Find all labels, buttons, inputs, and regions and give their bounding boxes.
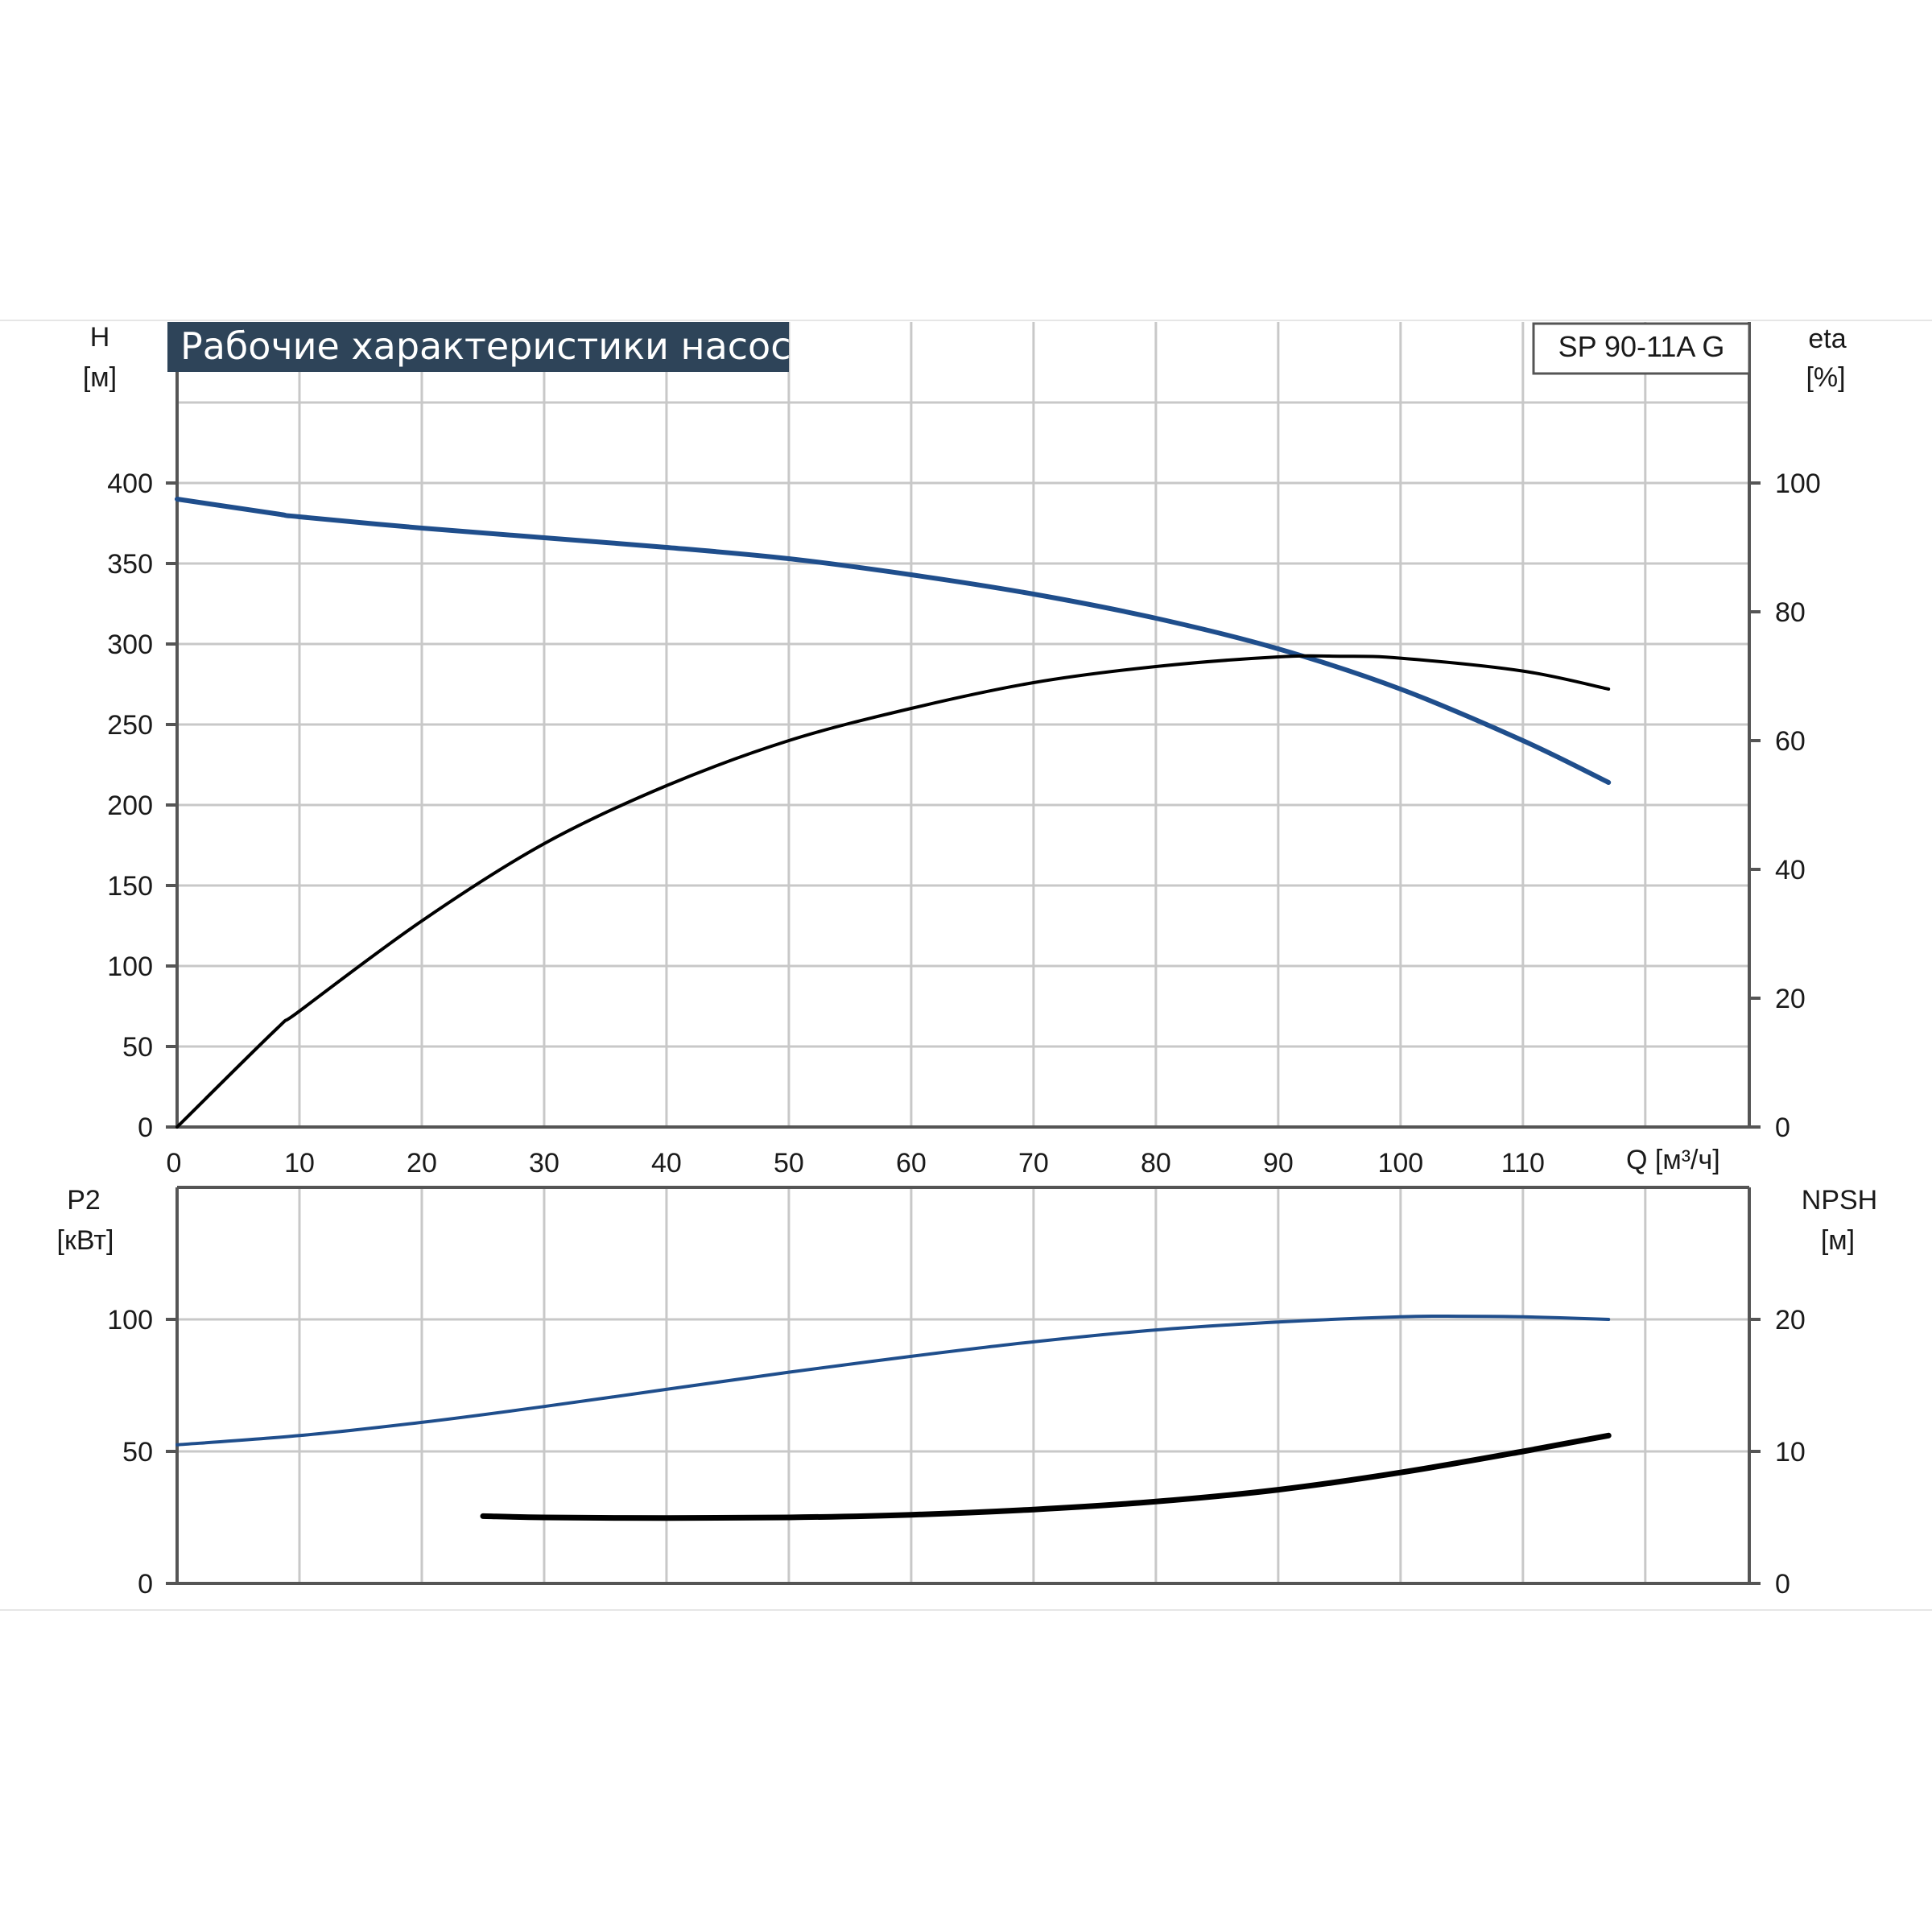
x-tick-label: 70 [1018, 1148, 1049, 1179]
x-tick-label: 90 [1263, 1148, 1294, 1179]
npsh-axis-label: NPSH [1802, 1185, 1877, 1216]
left-tick-label: 100 [107, 1305, 153, 1335]
power-axis-label: P2 [67, 1185, 101, 1216]
flow-axis-label: Q [м³/ч] [1626, 1145, 1720, 1175]
series-line-p2 [175, 1314, 1611, 1447]
power-npsh-chart: 0 50 100 0 10 20 P2 [кВт] NPSH [м] [57, 1185, 1878, 1600]
left-tick-label: 250 [107, 710, 153, 741]
x-tick-label: 50 [774, 1148, 804, 1179]
left-tick-label: 50 [122, 1437, 153, 1468]
right-tick-label: 20 [1775, 1305, 1806, 1335]
right-tick-label: 80 [1775, 597, 1806, 628]
left-tick-label: 100 [107, 952, 153, 982]
left-tick-label: 400 [107, 469, 153, 499]
left-tick-label: 350 [107, 549, 153, 580]
x-tick-label: 0 [167, 1148, 182, 1179]
right-tick-label: 40 [1775, 855, 1806, 886]
bottom-series [175, 1314, 1612, 1521]
right-tick-label: 0 [1775, 1113, 1790, 1143]
x-tick-label: 40 [651, 1148, 682, 1179]
right-tick-label: 10 [1775, 1437, 1806, 1468]
bottom-tick-labels: 0 50 100 0 10 20 [107, 1305, 1806, 1600]
top-grid [177, 322, 1749, 1127]
x-tick-label: 30 [529, 1148, 559, 1179]
npsh-axis-unit: [м] [1821, 1225, 1855, 1256]
title-banner [167, 322, 789, 372]
bottom-axes [166, 1186, 1761, 1585]
right-tick-label: 100 [1775, 469, 1821, 499]
right-tick-label: 20 [1775, 984, 1806, 1014]
head-axis-unit: [м] [83, 362, 117, 393]
bottom-grid [177, 1187, 1749, 1583]
series-line-npsh [480, 1432, 1612, 1521]
x-tick-label: 60 [896, 1148, 927, 1179]
right-tick-label: 60 [1775, 726, 1806, 757]
efficiency-axis-unit: [%] [1806, 362, 1845, 393]
model-label: SP 90-11A G [1558, 330, 1725, 363]
head-axis-label: H [90, 322, 110, 353]
top-series [175, 497, 1612, 1129]
x-tick-label: 100 [1377, 1148, 1423, 1179]
series-line-h [175, 497, 1612, 785]
x-tick-label: 110 [1501, 1148, 1545, 1179]
left-tick-label: 300 [107, 630, 153, 660]
chart-title: Рабочие характеристики насоса [180, 324, 814, 368]
right-tick-label: 0 [1775, 1569, 1790, 1600]
top-tick-labels: 0 50 100 150 200 250 300 350 400 0 20 40 60 80 100 0 10 2… [107, 469, 1820, 1179]
left-tick-label: 200 [107, 791, 153, 821]
top-axes [166, 322, 1761, 1129]
left-tick-label: 50 [122, 1032, 153, 1063]
x-tick-label: 20 [407, 1148, 437, 1179]
power-axis-unit: [кВт] [57, 1225, 114, 1256]
efficiency-axis-label: eta [1808, 324, 1846, 354]
x-tick-label: 10 [284, 1148, 315, 1179]
x-tick-label: 80 [1141, 1148, 1171, 1179]
model-label-box [1532, 322, 1751, 375]
head-efficiency-chart: 0 50 100 150 200 250 300 350 400 0 20 40 60 80 100 0 10 2… [83, 322, 1847, 1179]
left-tick-label: 150 [107, 871, 153, 902]
left-tick-label: 0 [138, 1113, 153, 1143]
series-line-eta [175, 654, 1611, 1129]
left-tick-label: 0 [138, 1569, 153, 1600]
